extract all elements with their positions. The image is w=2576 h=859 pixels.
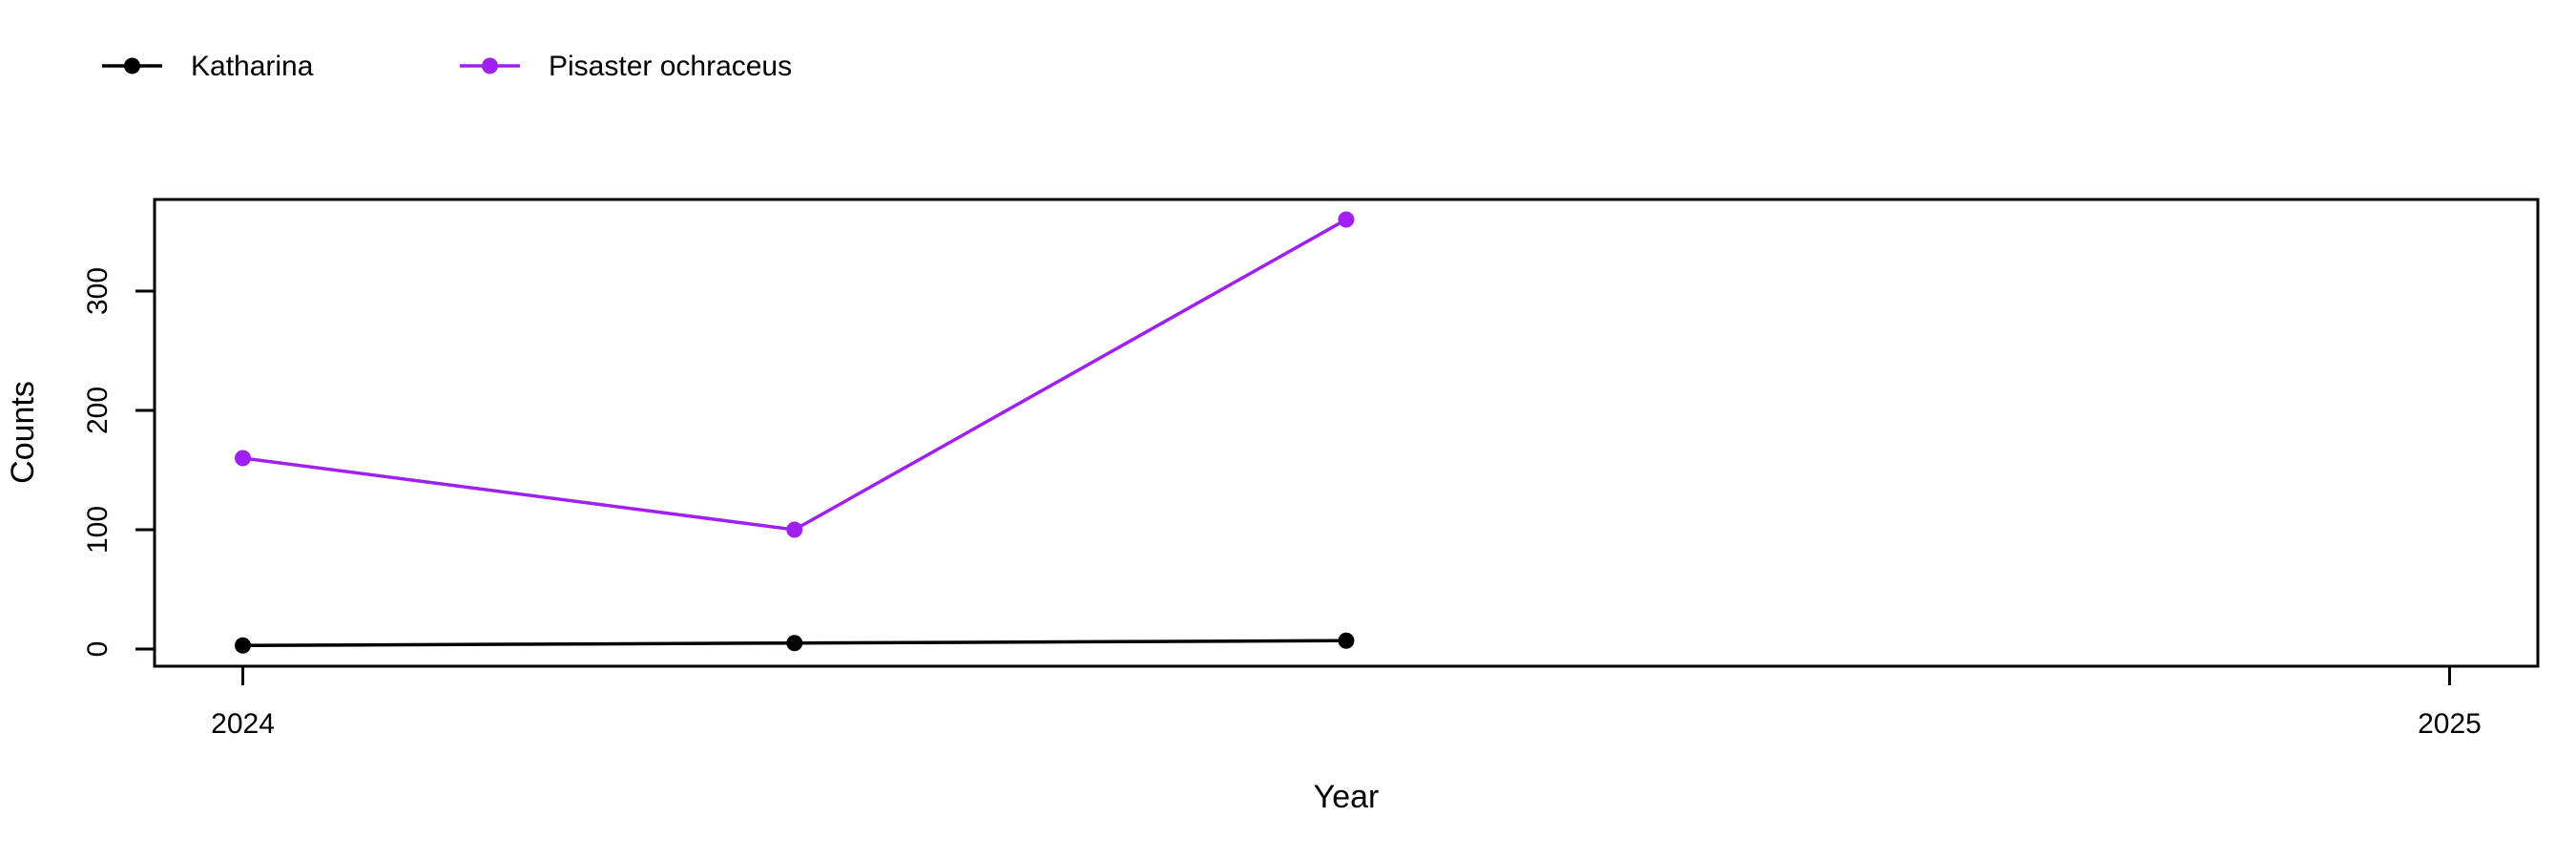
series-line-1 [242,218,1347,532]
y-tick-label: 100 [82,506,114,554]
data-point [786,635,803,652]
y-tick-label: 200 [82,387,114,434]
data-point [235,450,252,467]
y-axis-title: Counts [5,381,41,484]
legend-marker [482,57,498,74]
x-axis-title: Year [1314,779,1380,815]
data-point [1338,632,1355,649]
y-tick-label: 0 [82,641,114,658]
data-point [1338,211,1355,228]
data-point [235,637,252,654]
plot-box [153,198,2540,668]
data-point [786,521,803,538]
x-tick-label: 2025 [2418,708,2482,740]
legend-label: Pisaster ochraceus [549,51,792,82]
x-tick-label: 2024 [211,708,275,740]
legend-marker [124,57,140,74]
y-tick-label: 300 [82,267,114,315]
legend-label: Katharina [191,51,314,82]
